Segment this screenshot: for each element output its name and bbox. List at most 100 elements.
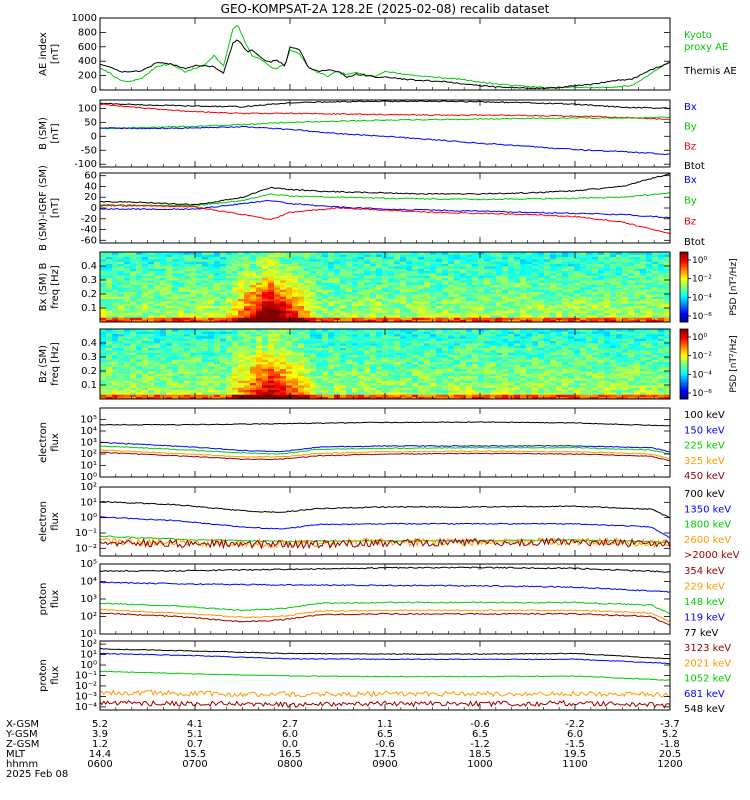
spectrogram-cell [208,270,215,274]
spectrogram-cell [478,310,485,313]
spectrogram-cell [352,396,359,400]
spectrogram-cell [190,315,197,318]
spectrogram-cell [100,338,107,341]
spectrogram-cell [340,254,347,257]
spectrogram-cell [298,289,305,292]
spectrogram-cell [448,259,455,262]
spectrogram-cell [238,268,245,271]
spectrogram-cell [394,396,401,400]
spectrogram-cell [412,308,419,311]
spectrogram-cell [190,396,197,400]
spectrogram-cell [496,366,503,369]
spectrogram-cell [568,312,575,316]
spectrogram-cell [238,259,245,262]
spectrogram-cell [142,275,149,278]
spectrogram-cell [502,282,509,285]
spectrogram-cell [130,336,137,339]
spectrogram-cell [382,354,389,358]
spectrogram-cell [490,345,497,348]
spectrogram-cell [430,387,437,390]
spectrogram-cell [196,254,203,257]
spectrogram-cell [310,298,317,302]
spectrogram-cell [280,354,287,358]
spectrogram-cell [250,329,257,332]
spectrogram-cell [382,385,389,388]
spectrogram-cell [448,294,455,297]
spectrogram-cell [490,392,497,395]
spectrogram-cell [112,252,119,255]
spectrogram-cell [100,366,107,369]
spectrogram-cell [238,331,245,334]
spectrogram-cell [328,347,335,351]
spectrogram-cell [472,387,479,390]
spectrogram-cell [484,336,491,339]
spectrogram-cell [208,368,215,372]
spectrogram-cell [106,275,113,278]
spectrogram-cell [658,287,665,290]
spectrogram-cell [454,252,461,255]
spectrogram-cell [346,378,353,381]
spectrogram-cell [400,259,407,262]
spectrogram-cell [196,385,203,388]
spectrogram-cell [664,315,671,318]
spectrogram-cell [274,254,281,257]
spectrogram-cell [178,389,185,393]
spectrogram-cell [148,296,155,299]
spectrogram-cell [580,252,587,255]
spectrogram-cell [172,329,179,332]
spectrogram-cell [652,273,659,276]
spectrogram-cell [472,333,479,337]
spectrogram-cell [646,270,653,274]
spectrogram-cell [304,275,311,278]
spectrogram-cell [214,294,221,297]
spectrogram-cell [490,303,497,306]
spectrogram-cell [142,333,149,337]
spectrogram-cell [616,277,623,281]
spectrogram-cell [538,252,545,255]
spectrogram-cell [118,371,125,374]
spectrogram-cell [190,366,197,369]
spectrogram-cell [292,371,299,374]
spectrogram-cell [256,343,263,346]
spectrogram-cell [520,303,527,306]
spectrogram-cell [424,373,431,376]
spectrogram-cell [412,256,419,260]
spectrogram-cell [112,352,119,355]
spectrogram-cell [232,310,239,313]
spectrogram-cell [328,301,335,304]
spectrogram-cell [484,301,491,304]
spectrogram-cell [424,336,431,339]
spectrogram-cell [142,273,149,276]
spectrogram-cell [106,368,113,372]
spectrogram-cell [304,261,311,264]
spectrogram-cell [334,270,341,274]
spectrogram-cell [178,296,185,299]
spectrogram-cell [622,254,629,257]
spectrogram-cell [166,361,173,365]
spectrogram-cell [292,389,299,393]
spectrogram-cell [202,301,209,304]
spectrogram-cell [178,261,185,264]
spectrogram-cell [430,361,437,365]
spectrogram-cell [304,340,311,344]
spectrogram-cell [454,282,461,285]
spectrogram-cell [250,340,257,344]
spectrogram-cell [190,296,197,299]
spectrogram-cell [454,298,461,302]
spectrogram-cell [316,282,323,285]
spectrogram-cell [538,254,545,257]
spectrogram-cell [370,338,377,341]
spectrogram-cell [142,282,149,285]
spectrogram-cell [280,268,287,271]
spectrogram-cell [400,368,407,372]
spectrogram-cell [160,310,167,313]
spectrogram-cell [664,263,671,267]
spectrogram-cell [316,350,323,353]
spectrogram-cell [658,254,665,257]
spectrogram-cell [154,294,161,297]
spectrogram-cell [658,310,665,313]
spectrogram-cell [274,263,281,267]
spectrogram-cell [526,277,533,281]
spectrogram-cell [382,345,389,348]
spectrogram-cell [136,375,143,379]
